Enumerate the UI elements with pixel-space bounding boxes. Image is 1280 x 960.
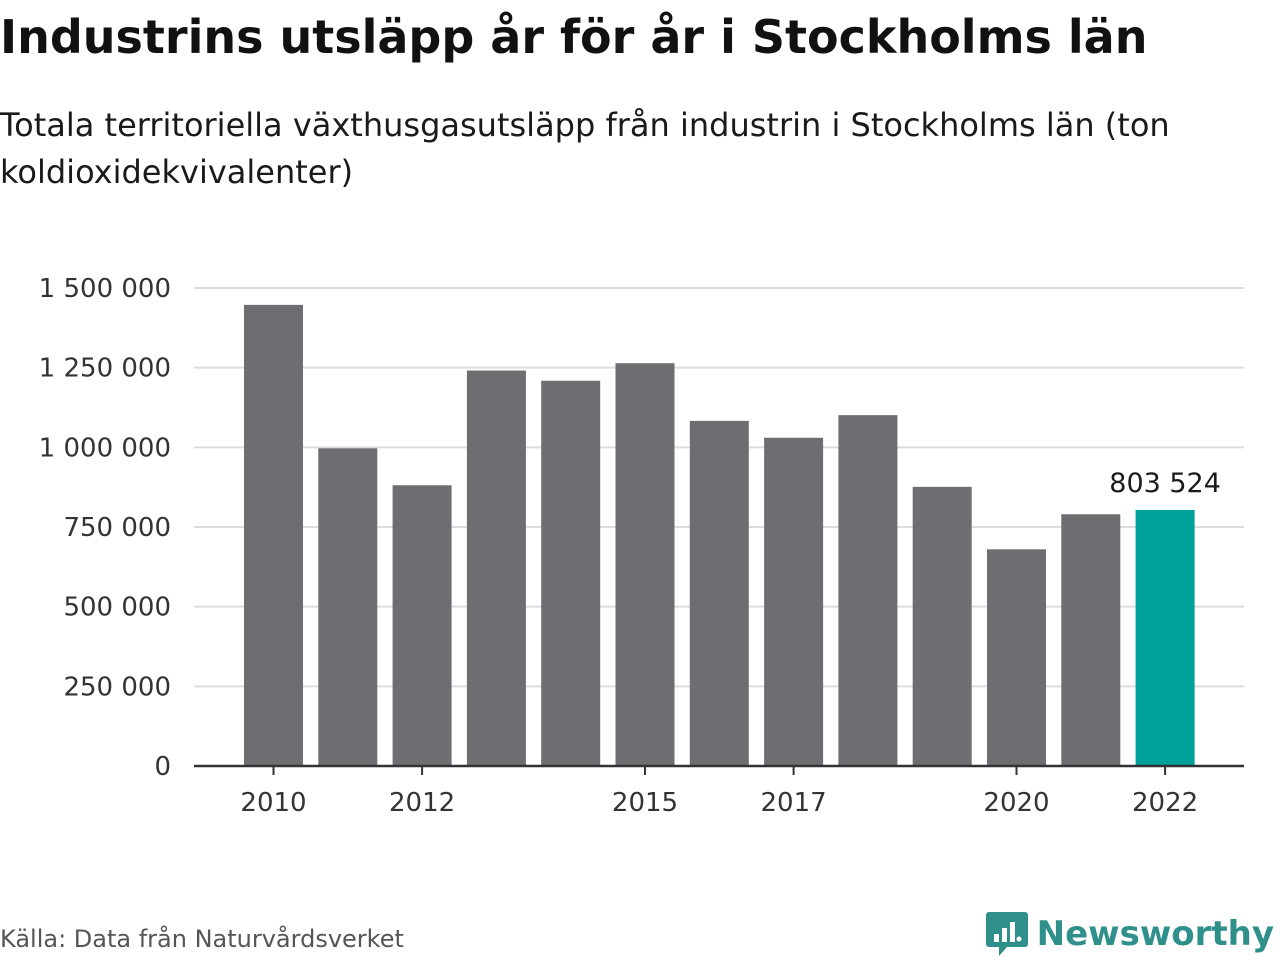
x-axis	[194, 764, 1244, 775]
y-tick-label: 0	[154, 752, 171, 782]
data-labels: 803 524	[1109, 468, 1221, 499]
data-label: 803 524	[1109, 468, 1221, 499]
bar-chart: 0 250 000 500 000 750 000 1 000 000 1 250 000…	[39, 274, 1244, 818]
bar	[541, 380, 601, 766]
bar	[689, 420, 749, 766]
x-axis-tick-labels: 2010 2012 2015 2017 2020 2022	[240, 788, 1198, 818]
chart-title: Industrins utsläpp år för år i Stockholm…	[0, 10, 1148, 64]
y-tick-label: 500 000	[63, 593, 171, 623]
logo-text: Newsworthy	[1036, 914, 1274, 954]
x-tick-label: 2012	[389, 788, 455, 818]
bar-highlight	[1135, 509, 1195, 766]
x-tick-label: 2017	[761, 788, 827, 818]
y-tick-label: 1 000 000	[39, 433, 171, 463]
y-tick-label: 1 500 000	[39, 274, 171, 304]
source-note: Källa: Data från Naturvårdsverket	[0, 925, 404, 953]
x-tick-label: 2022	[1132, 788, 1198, 818]
bar	[912, 486, 972, 766]
bar	[392, 485, 452, 766]
bars	[244, 304, 1195, 766]
newsworthy-logo[interactable]: Newsworthy	[985, 910, 1274, 958]
x-tick-label: 2015	[612, 788, 678, 818]
bar	[318, 448, 378, 766]
bar	[466, 370, 526, 766]
bar	[764, 437, 824, 766]
y-tick-label: 250 000	[63, 672, 171, 702]
bar	[987, 549, 1046, 766]
x-tick-label: 2020	[983, 788, 1049, 818]
y-tick-label: 1 250 000	[39, 354, 171, 384]
bar	[615, 363, 675, 766]
bar	[1061, 514, 1121, 766]
chart-subtitle: Totala territoriella växthusgasutsläpp f…	[0, 106, 1170, 191]
x-tick-label: 2010	[240, 788, 306, 818]
bar	[838, 415, 898, 766]
y-axis-tick-labels: 0 250 000 500 000 750 000 1 000 000 1 250 000…	[39, 274, 171, 782]
bar-chart-speech-bubble-icon	[985, 912, 1028, 956]
y-tick-label: 750 000	[63, 513, 171, 543]
bar	[244, 304, 303, 766]
